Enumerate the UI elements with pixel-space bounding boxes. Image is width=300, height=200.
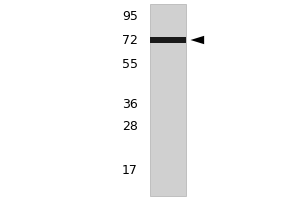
Polygon shape: [190, 36, 204, 44]
Bar: [150, 37, 186, 43]
Text: 95: 95: [122, 9, 138, 22]
Text: 72: 72: [122, 33, 138, 46]
Text: 17: 17: [122, 164, 138, 176]
Text: 28: 28: [122, 119, 138, 132]
Text: 55: 55: [122, 58, 138, 71]
Bar: [150, 4, 186, 196]
Text: 36: 36: [122, 98, 138, 110]
